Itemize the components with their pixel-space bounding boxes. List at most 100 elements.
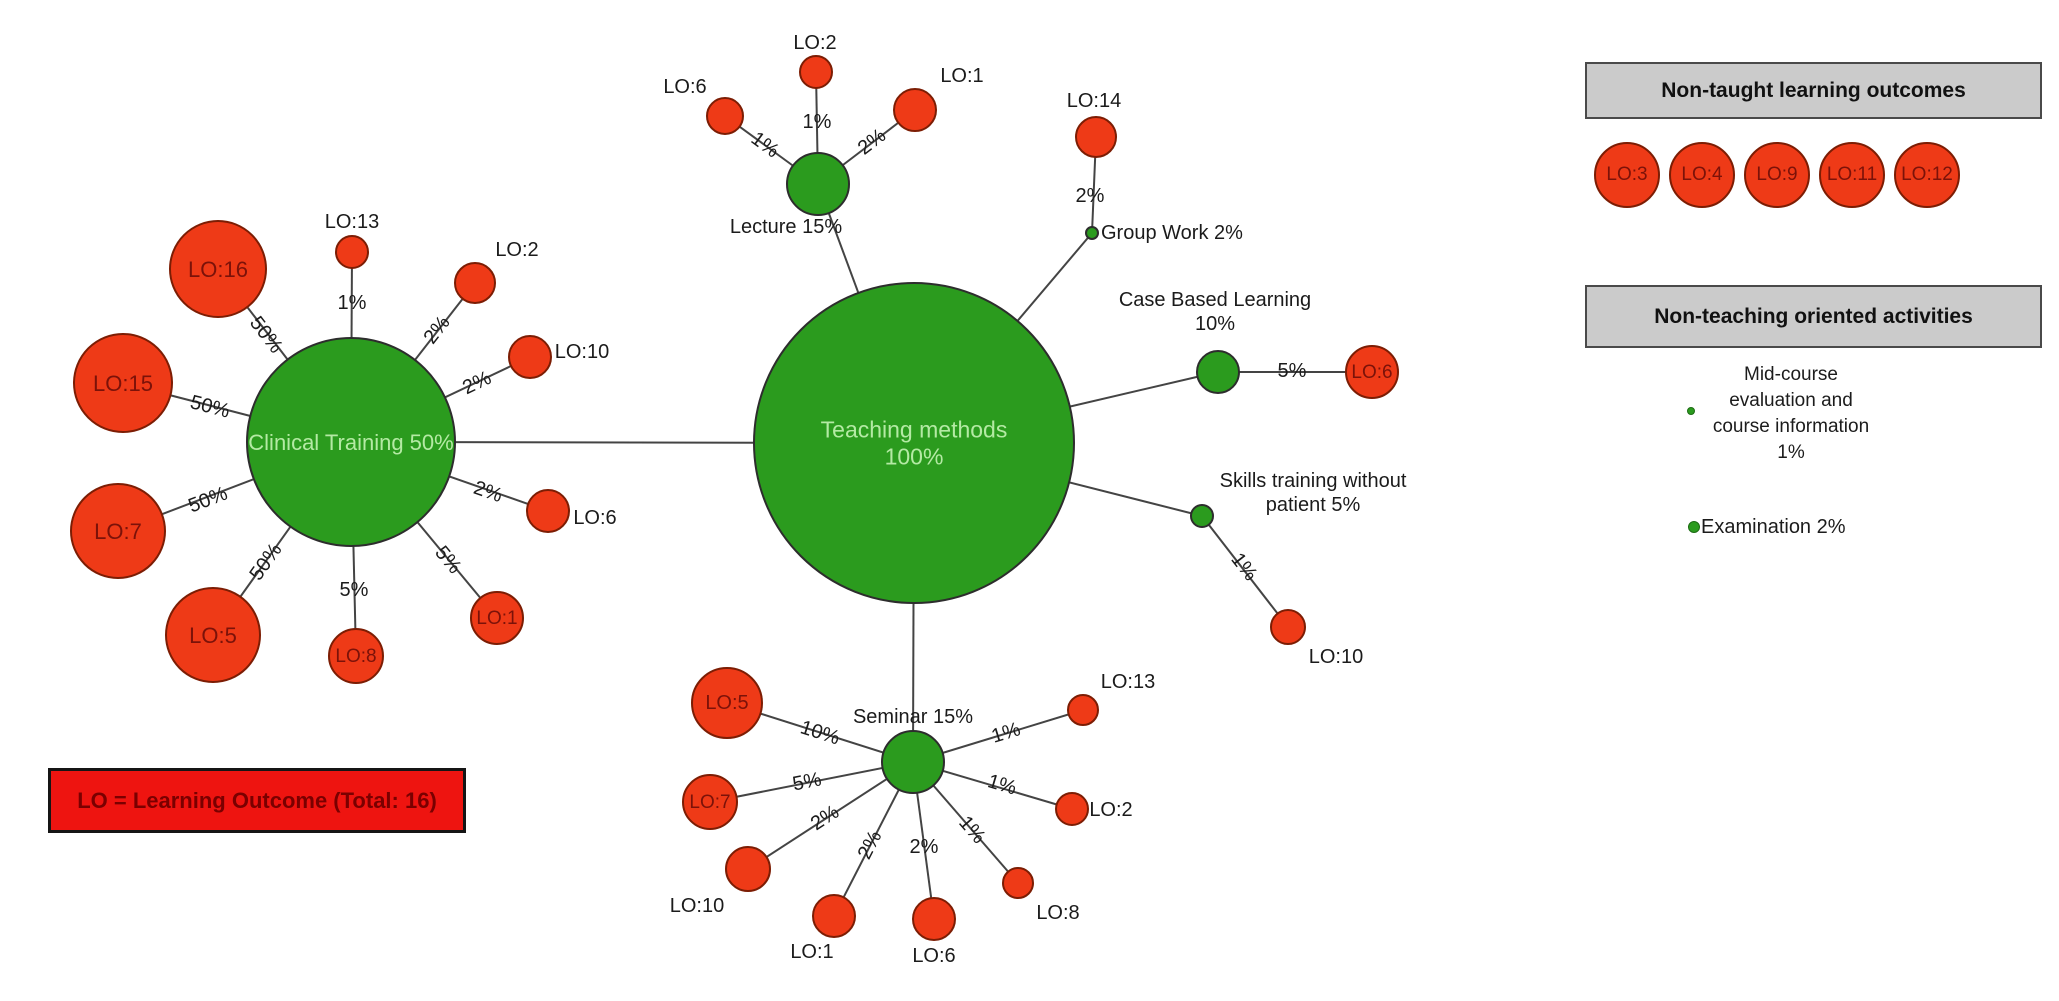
node-c7 [70,483,166,579]
mid-course-line: evaluation and [1729,390,1853,411]
node-g14 [1075,116,1117,158]
node-se13 [1067,694,1099,726]
node-label-c10: LO:10 [555,341,609,363]
edge-label-seminar-se10: 2% [807,801,843,835]
node-seminar [881,730,945,794]
node-se5 [691,667,763,739]
non-taught-circles-row: LO:3 LO:4 LO:9 LO:11 LO:12 [1594,142,1960,208]
node-label-groupwork: Group Work 2% [1101,222,1243,244]
node-c16 [169,220,267,318]
node-groupwork [1085,226,1099,240]
node-label-se5: LO:5 [705,692,748,714]
edge-label-clinical-c10: 2% [459,367,495,399]
edge-label-groupwork-g14: 2% [1076,185,1105,207]
non-taught-header: Non-taught learning outcomes [1585,62,2042,119]
edge-label-seminar-se8: 1% [954,812,990,848]
non-taught-lo-4: LO:11 [1819,142,1885,208]
node-l6 [706,97,744,135]
node-label-teaching: Teaching methods 100% [821,417,1008,470]
edge-label-clinical-c5: 50% [245,539,286,585]
node-label-lecture: Lecture 15% [730,216,843,238]
node-c1 [470,591,524,645]
node-c8 [328,628,384,684]
node-se6 [912,897,956,941]
node-label-se13: LO:13 [1101,671,1155,693]
edge-seminar-se7 [709,761,914,803]
node-label-c16: LO:16 [188,257,248,282]
edge-seminar-se10 [747,761,914,870]
examination-label: Examination 2% [1701,515,1846,538]
node-label-c7: LO:7 [94,519,142,544]
node-label-c15: LO:15 [93,371,153,396]
node-c15 [73,333,173,433]
non-teaching-header: Non-teaching oriented activities [1585,285,2042,348]
node-clinical [246,337,456,547]
node-c2 [454,262,496,304]
node-label-seminar: Seminar 15% [853,706,973,728]
edge-label-clinical-c13: 1% [338,292,367,314]
non-teaching-header-label: Non-teaching oriented activities [1654,304,1973,328]
edge-label-lecture-l6: 1% [747,128,783,163]
edge-label-clinical-c8: 5% [340,579,369,601]
node-label-c8: LO:8 [335,646,376,667]
non-taught-header-label: Non-taught learning outcomes [1661,78,1966,102]
node-se7 [682,774,738,830]
node-c10 [508,335,552,379]
mid-course-item: Mid-course evaluation and course informa… [1660,362,1922,466]
edge-label-seminar-se5: 10% [798,716,843,749]
node-label-l1: LO:1 [940,65,983,87]
edge-label-clinical-c15: 50% [188,391,232,422]
node-label-c1: LO:1 [476,608,517,629]
edge-skills-s10 [1201,515,1289,628]
node-cbl [1196,350,1240,394]
mid-course-line: 1% [1777,442,1805,463]
mid-course-line: course information [1712,416,1870,437]
node-label-c6: LO:6 [573,507,616,529]
mid-course-green-dot [1687,407,1695,415]
node-cb6 [1345,345,1399,399]
node-se1 [812,894,856,938]
node-label-c5: LO:5 [189,623,237,648]
node-label-se2: LO:2 [1089,799,1132,821]
node-lecture [786,152,850,216]
edge-label-clinical-c7: 50% [185,483,230,518]
edge-label-seminar-se6: 2% [910,836,939,858]
node-label-l6: LO:6 [663,76,706,98]
node-label-se6: LO:6 [912,945,955,967]
examination-item: Examination 2% [1688,515,1846,539]
non-taught-lo-5: LO:12 [1894,142,1960,208]
node-se2 [1055,792,1089,826]
legend-box: LO = Learning Outcome (Total: 16) [48,768,466,833]
node-label-skills: Skills training without patient 5% [1220,470,1407,516]
edge-label-clinical-c6: 2% [471,477,506,507]
node-label-c13: LO:13 [325,211,379,233]
edge-label-seminar-se13: 1% [989,718,1023,748]
node-se8 [1002,867,1034,899]
edge-label-seminar-se1: 2% [854,827,887,863]
node-c13 [335,235,369,269]
non-taught-lo-2: LO:4 [1669,142,1735,208]
non-taught-lo-1: LO:3 [1594,142,1660,208]
node-label-se10: LO:10 [670,895,724,917]
node-label-cb6: LO:6 [1351,362,1392,383]
node-se10 [725,846,771,892]
node-teaching [753,282,1075,604]
node-label-cbl: Case Based Learning 10% [1119,289,1311,335]
node-label-clinical: Clinical Training 50% [248,430,453,455]
node-label-g14: LO:14 [1067,90,1121,112]
node-c5 [165,587,261,683]
node-skills [1190,504,1214,528]
node-l2 [799,55,833,89]
edge-label-lecture-l2: 1% [803,111,832,133]
node-label-se8: LO:8 [1036,902,1079,924]
legend-label: LO = Learning Outcome (Total: 16) [77,787,437,813]
edge-label-cbl-cb6: 5% [1278,360,1307,382]
node-l1 [893,88,937,132]
node-s10 [1270,609,1306,645]
node-label-s10: LO:10 [1309,646,1363,668]
examination-green-dot [1688,521,1700,533]
edge-label-seminar-se7: 5% [791,768,824,795]
node-c6 [526,489,570,533]
